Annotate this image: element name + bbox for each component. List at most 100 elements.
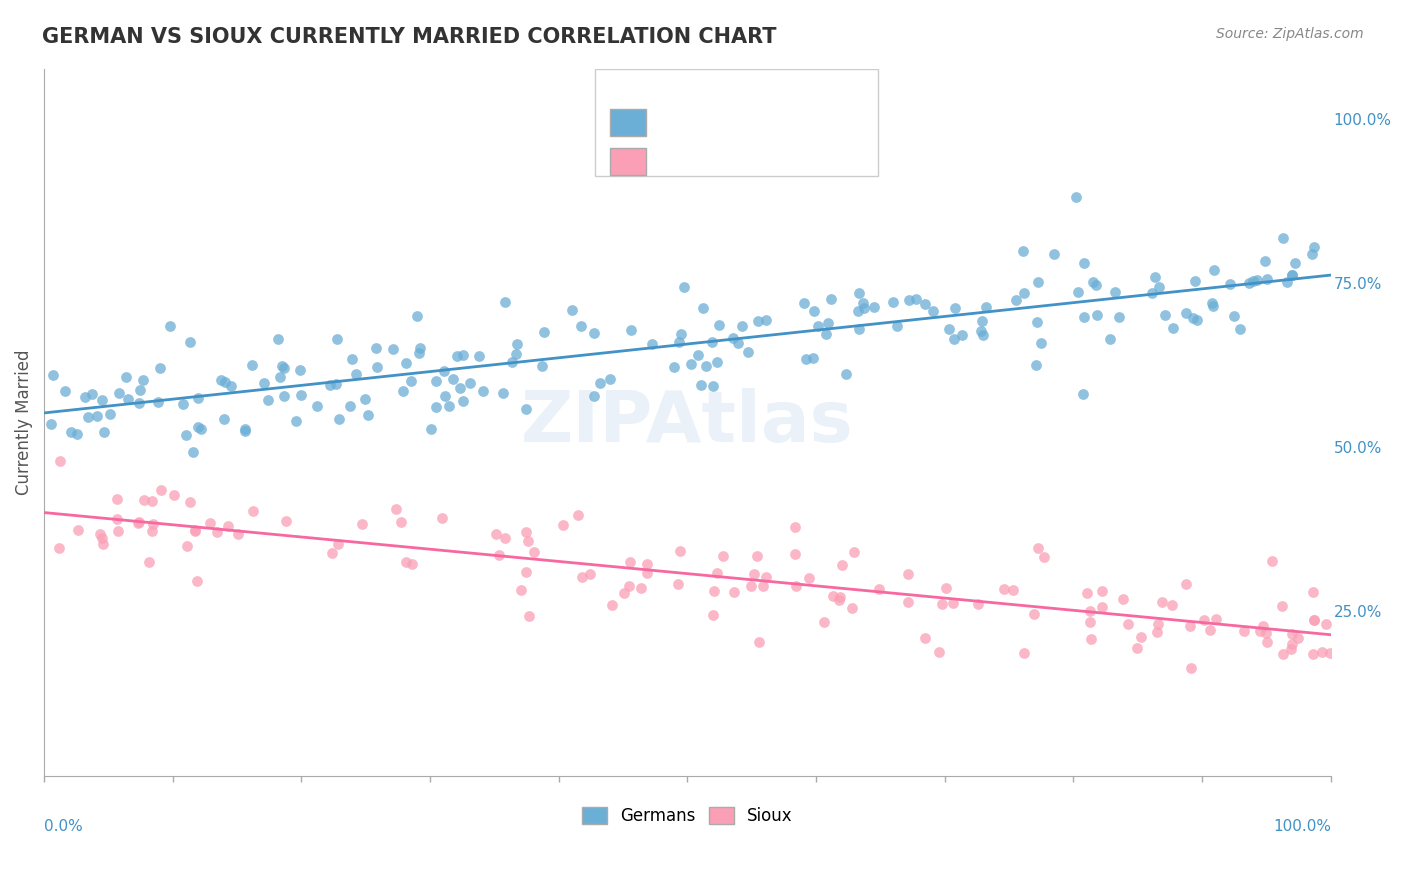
Point [66,427,89,442]
Point [943,301,966,315]
Point [80,387,103,401]
Point [217,519,239,533]
Point [1031,336,1053,351]
Point [1315,616,1337,631]
Point [290,388,312,402]
Point [737,345,759,359]
Point [970,324,993,338]
Point [1175,577,1198,591]
Point [1043,247,1066,261]
Point [1033,550,1056,565]
Point [1146,625,1168,640]
Point [1178,618,1201,632]
Point [897,594,920,608]
Point [98,408,121,422]
Point [942,596,965,610]
Point [668,335,690,350]
Point [117,392,139,406]
Point [276,514,298,528]
Point [747,314,769,328]
Point [132,372,155,386]
Point [567,508,589,523]
Point [886,318,908,333]
Point [848,285,870,300]
Point [1116,617,1139,632]
Point [1076,585,1098,599]
Point [339,399,361,413]
Point [186,574,208,588]
Point [1246,272,1268,286]
Point [492,385,515,400]
Point [176,539,198,553]
Point [364,341,387,355]
Point [1174,306,1197,320]
Point [1286,631,1309,645]
Text: GERMAN VS SIOUX CURRENTLY MARRIED CORRELATION CHART: GERMAN VS SIOUX CURRENTLY MARRIED CORREL… [42,27,776,46]
Point [1091,599,1114,614]
Point [1192,613,1215,627]
Point [128,396,150,410]
Point [269,370,291,384]
Point [671,326,693,341]
Point [1026,541,1049,555]
Point [1281,627,1303,641]
Point [1199,624,1222,638]
Point [785,579,807,593]
Point [935,581,957,595]
Point [1078,615,1101,629]
Point [897,293,920,307]
Point [1229,322,1251,336]
Point [187,419,209,434]
Point [357,409,380,423]
Point [273,388,295,402]
Point [848,321,870,335]
Point [831,558,853,573]
Point [727,335,749,350]
Point [328,537,350,551]
Point [219,378,242,392]
Point [703,584,725,599]
Point [993,582,1015,596]
Point [641,337,664,351]
Point [425,374,447,388]
Point [77,410,100,425]
Point [882,295,904,310]
Point [328,412,350,426]
Point [1219,277,1241,291]
Point [39,417,62,431]
Point [530,359,553,373]
Point [433,364,456,378]
Point [141,524,163,538]
Point [149,360,172,375]
Point [449,381,471,395]
Point [828,591,851,605]
Point [485,527,508,541]
Point [441,372,464,386]
Point [797,571,820,585]
Text: N =: N = [762,152,799,169]
Point [688,348,710,362]
FancyBboxPatch shape [610,109,647,136]
Point [706,355,728,369]
Point [179,334,201,349]
Point [1185,313,1208,327]
Point [425,400,447,414]
Point [288,363,311,377]
Point [863,301,886,315]
Text: Source: ZipAtlas.com: Source: ZipAtlas.com [1216,27,1364,41]
Point [1303,240,1326,254]
Legend: Germans, Sioux: Germans, Sioux [575,800,800,831]
Point [127,516,149,530]
Point [1067,285,1090,299]
Point [91,532,114,546]
Point [209,373,232,387]
Point [472,384,495,399]
Y-axis label: Currently Married: Currently Married [15,350,32,495]
Point [662,360,685,375]
Point [128,515,150,529]
Point [1281,268,1303,282]
Point [488,548,510,562]
Point [1180,661,1202,675]
Point [233,424,256,438]
Point [344,367,367,381]
